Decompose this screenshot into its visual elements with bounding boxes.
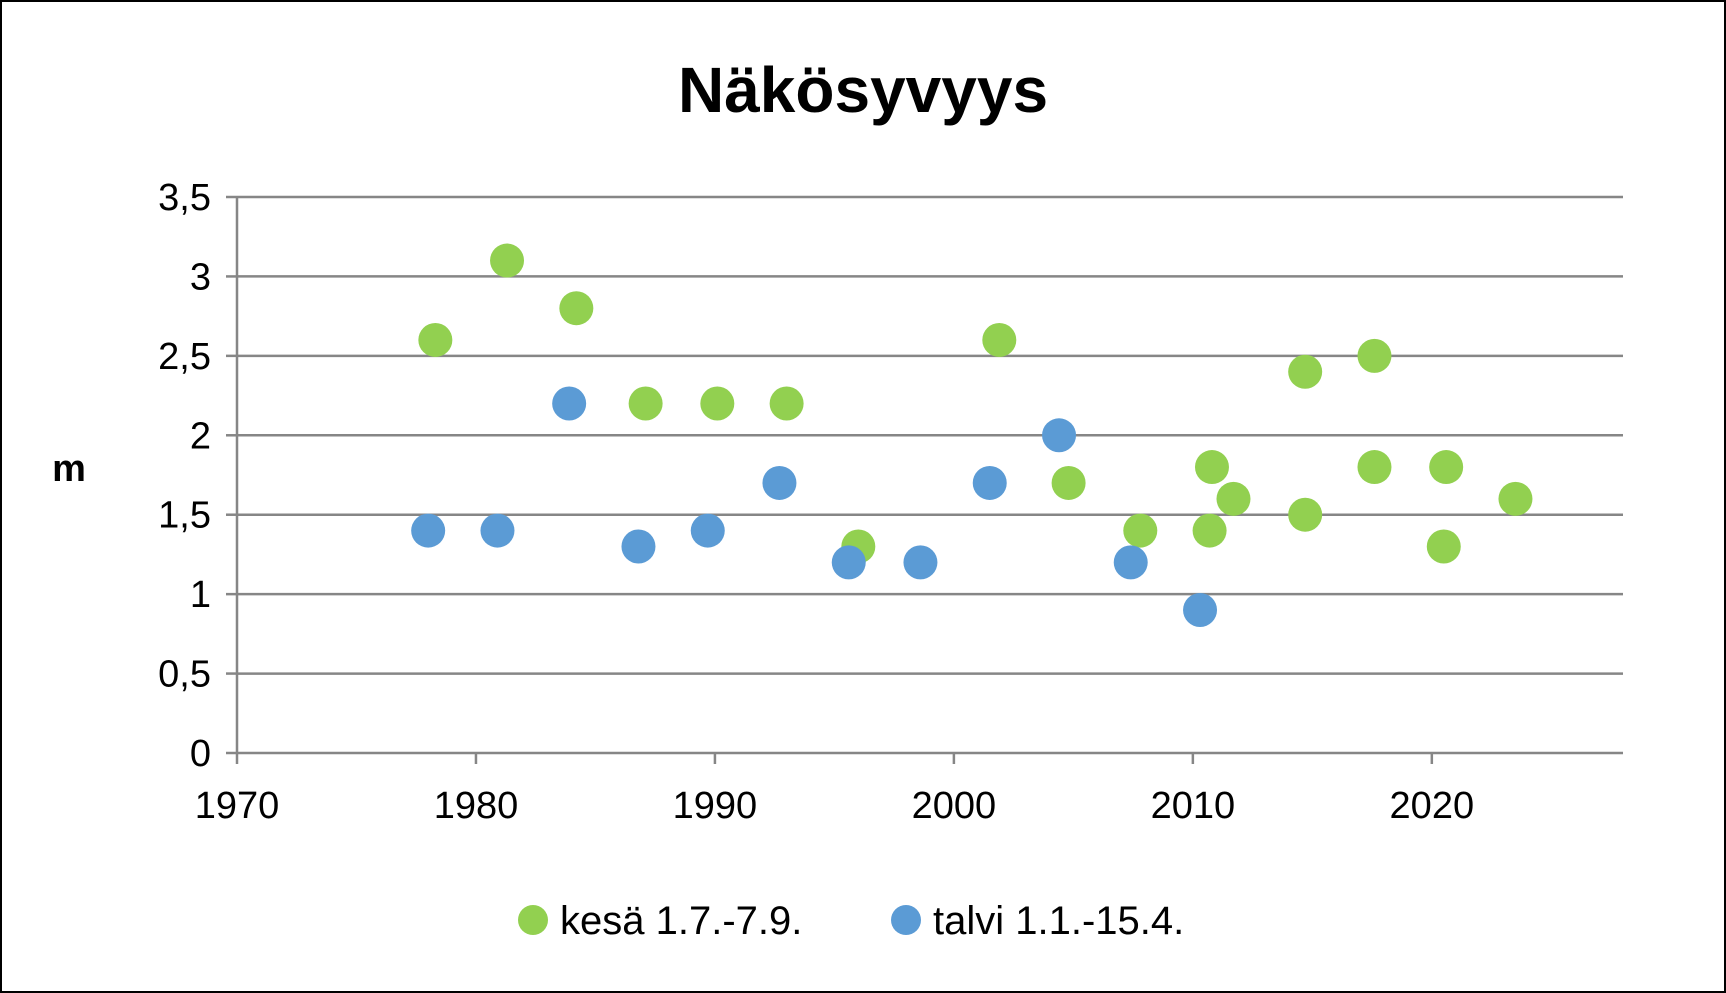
x-tick-label-4: 2010 bbox=[1151, 785, 1236, 827]
series-0-point-11 bbox=[1194, 450, 1229, 485]
legend-label-1: talvi 1.1.-15.4. bbox=[933, 899, 1184, 943]
series-0-point-2 bbox=[559, 291, 594, 326]
y-tick-label-5: 2,5 bbox=[158, 336, 211, 378]
series-0-point-19 bbox=[1498, 481, 1533, 516]
series-0-point-18 bbox=[1429, 450, 1464, 485]
series-0-point-16 bbox=[1357, 338, 1392, 373]
series-0-point-5 bbox=[769, 386, 804, 421]
series-1-point-11 bbox=[1183, 593, 1218, 628]
series-0-point-13 bbox=[1288, 497, 1323, 532]
axes bbox=[226, 195, 1623, 764]
y-tick-label-3: 1,5 bbox=[158, 495, 211, 537]
series-1-point-5 bbox=[762, 465, 797, 500]
y-axis-label: m bbox=[52, 448, 86, 490]
gridlines bbox=[237, 195, 1623, 675]
legend-label-0: kesä 1.7.-7.9. bbox=[560, 899, 802, 943]
series-0-point-14 bbox=[1288, 354, 1323, 389]
y-tick-label-2: 1 bbox=[190, 574, 211, 616]
x-tick-label-3: 2000 bbox=[912, 785, 997, 827]
y-tick-label-4: 2 bbox=[190, 415, 211, 457]
chart-title: Näkösyvyys bbox=[678, 54, 1048, 126]
series-0-point-8 bbox=[1051, 465, 1086, 500]
series-1 bbox=[411, 386, 1218, 628]
x-tick-label-0: 1970 bbox=[195, 785, 280, 827]
y-tick-label-6: 3 bbox=[190, 256, 211, 298]
series-0 bbox=[418, 243, 1533, 564]
series-1-point-0 bbox=[411, 513, 446, 548]
series-0-point-1 bbox=[490, 243, 525, 278]
legend-marker-1 bbox=[891, 905, 921, 935]
series-0-point-3 bbox=[628, 386, 663, 421]
y-tick-label-7: 3,5 bbox=[158, 177, 211, 219]
data-points bbox=[411, 243, 1533, 628]
series-0-point-15 bbox=[1357, 450, 1392, 485]
series-0-point-7 bbox=[982, 322, 1017, 357]
series-1-point-3 bbox=[621, 529, 656, 564]
y-tick-label-0: 0 bbox=[190, 733, 211, 775]
series-0-point-12 bbox=[1216, 481, 1251, 516]
series-1-point-7 bbox=[903, 545, 938, 580]
legend-marker-0 bbox=[518, 905, 548, 935]
tick-labels: 0 0,5 1 1,5 2 2,5 3 3,5 1970 1980 1990 2000 2010 2020 bbox=[158, 177, 1474, 827]
series-1-point-4 bbox=[690, 513, 725, 548]
y-tick-label-1: 0,5 bbox=[158, 654, 211, 696]
series-1-point-6 bbox=[831, 545, 866, 580]
series-0-point-0 bbox=[418, 322, 453, 357]
series-0-point-4 bbox=[700, 386, 735, 421]
series-1-point-8 bbox=[972, 465, 1007, 500]
x-tick-label-2: 1990 bbox=[673, 785, 758, 827]
series-0-point-10 bbox=[1192, 513, 1227, 548]
legend: kesä 1.7.-7.9. talvi 1.1.-15.4. bbox=[518, 899, 1184, 943]
x-tick-label-1: 1980 bbox=[434, 785, 519, 827]
series-0-point-17 bbox=[1426, 529, 1461, 564]
series-1-point-2 bbox=[552, 386, 587, 421]
x-tick-label-5: 2020 bbox=[1390, 785, 1475, 827]
series-1-point-9 bbox=[1042, 418, 1077, 453]
series-1-point-1 bbox=[480, 513, 515, 548]
series-0-point-9 bbox=[1123, 513, 1158, 548]
series-1-point-10 bbox=[1113, 545, 1148, 580]
